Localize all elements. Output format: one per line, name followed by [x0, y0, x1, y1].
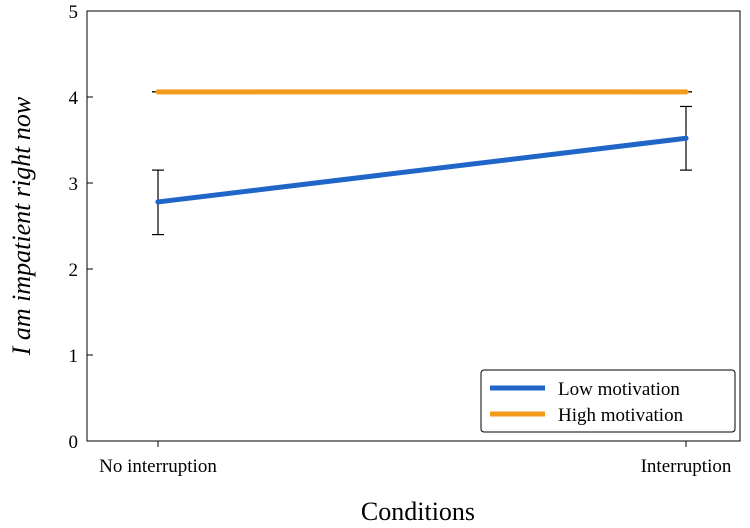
- y-tick-label: 2: [69, 260, 79, 281]
- legend: Low motivation High motivation: [480, 369, 736, 433]
- data-point-low-motivation: [155, 199, 161, 205]
- series-layer: [152, 89, 692, 236]
- plot-frame: [86, 10, 741, 442]
- x-axis-title: Conditions: [361, 497, 475, 526]
- y-axis: 0 1 2 3 4 5: [69, 2, 93, 453]
- data-point-high-motivation: [155, 89, 161, 95]
- legend-label-low-motivation: Low motivation: [558, 379, 680, 400]
- y-tick-label: 4: [69, 88, 79, 109]
- y-axis-title: I am impatient right now: [7, 96, 36, 356]
- y-tick-label: 3: [69, 174, 79, 195]
- y-tick-label: 0: [69, 432, 79, 453]
- x-tick-label: Interruption: [641, 456, 732, 477]
- y-tick-label: 1: [69, 346, 79, 367]
- series-line-low-motivation: [155, 135, 689, 205]
- data-point-low-motivation: [683, 135, 689, 141]
- x-axis: No interruption Interruption: [99, 441, 732, 477]
- legend-label-high-motivation: High motivation: [558, 405, 684, 426]
- x-tick-label: No interruption: [99, 456, 217, 477]
- y-tick-label: 5: [69, 2, 79, 23]
- data-point-high-motivation: [683, 89, 689, 95]
